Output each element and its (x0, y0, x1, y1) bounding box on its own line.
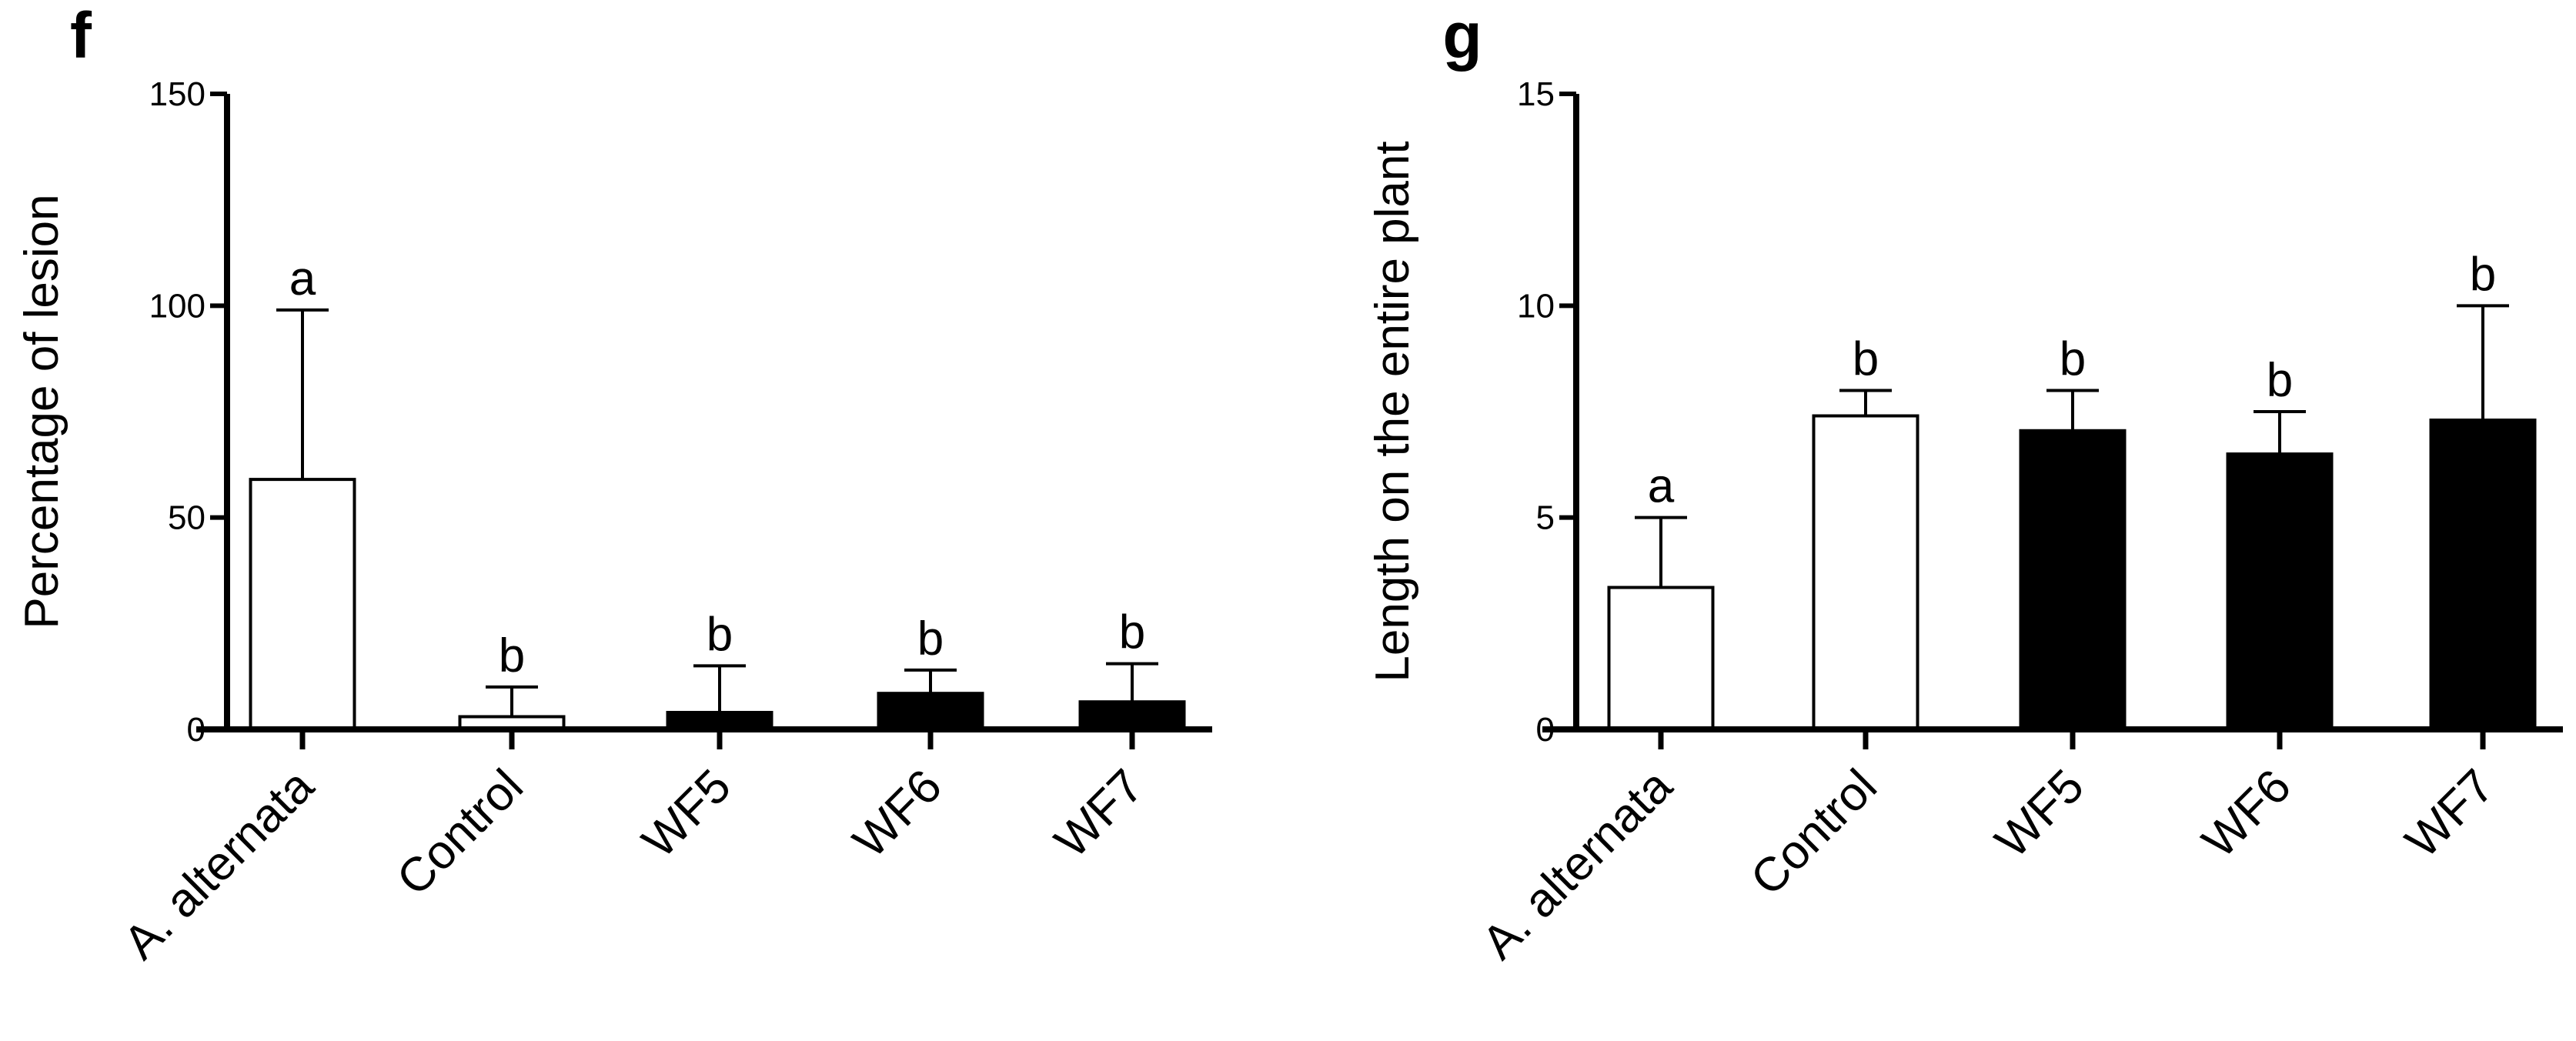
y-tick-label: 50 (168, 499, 205, 537)
significance-label: b (2470, 248, 2496, 301)
y-tick-label: 100 (149, 287, 205, 325)
category-label: WF7 (2396, 759, 2504, 868)
y-axis-title: Percentage of lesion (15, 194, 68, 629)
bar (1812, 414, 1919, 731)
bar (2429, 419, 2537, 731)
significance-label: b (917, 612, 944, 666)
bar (1607, 586, 1715, 731)
bar (249, 478, 356, 732)
significance-label: b (1119, 606, 1145, 659)
category-label: Control (387, 759, 533, 906)
significance-label: b (2060, 332, 2086, 385)
panel-letter: f (70, 0, 92, 72)
significance-label: a (289, 252, 316, 305)
significance-label: b (499, 629, 525, 682)
significance-label: b (1853, 332, 1879, 385)
y-tick-label: 5 (1536, 499, 1555, 537)
y-axis-title: Length on the entire plant (1366, 141, 1419, 682)
category-label: WF6 (844, 759, 952, 868)
significance-label: b (2267, 354, 2293, 407)
category-label: WF7 (1045, 759, 1154, 868)
bar (1078, 700, 1186, 731)
y-tick-label: 15 (1517, 75, 1555, 113)
category-label: WF5 (633, 759, 741, 868)
category-label: A. alternata (1472, 759, 1682, 969)
bar (877, 692, 984, 732)
bar (2226, 452, 2334, 731)
y-tick-label: 150 (149, 75, 205, 113)
bar (2019, 429, 2127, 732)
significance-label: b (707, 608, 733, 661)
y-tick-label: 10 (1517, 287, 1555, 325)
panel-letter: g (1442, 0, 1482, 72)
category-label: WF6 (2193, 759, 2301, 868)
category-label: Control (1741, 759, 1887, 906)
category-label: WF5 (1986, 759, 2094, 868)
significance-label: a (1648, 460, 1675, 513)
category-label: A. alternata (114, 759, 324, 969)
